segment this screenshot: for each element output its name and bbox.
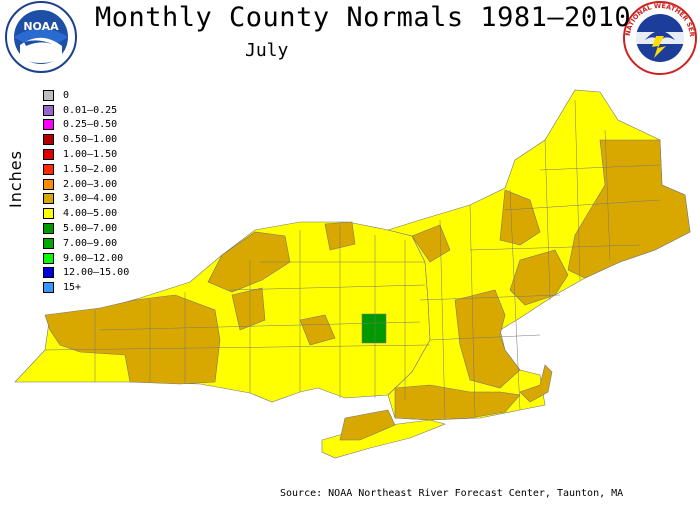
legend-item: 0.25–0.50 xyxy=(43,118,129,133)
legend-swatch xyxy=(43,104,54,116)
legend-item: 2.00–3.00 xyxy=(43,177,129,192)
legend-label: 9.00–12.00 xyxy=(63,252,124,264)
legend-swatch xyxy=(43,237,54,249)
legend-item: 9.00–12.00 xyxy=(43,251,129,266)
county-map xyxy=(14,89,691,459)
legend-swatch xyxy=(43,119,54,131)
noaa-logo-text: NOAA xyxy=(23,20,59,33)
legend-swatch xyxy=(43,178,54,190)
legend-label: 12.00–15.00 xyxy=(63,267,130,279)
legend-item: 12.00–15.00 xyxy=(43,266,129,281)
noaa-logo-mark: NOAA xyxy=(5,1,77,73)
legend-swatch xyxy=(43,89,54,101)
legend-item: 0.01–0.25 xyxy=(43,103,129,118)
legend-label: 1.50–2.00 xyxy=(63,163,118,175)
legend-label: 7.00–9.00 xyxy=(63,237,118,249)
legend-label: 3.00–4.00 xyxy=(63,193,118,205)
legend-label: 0 xyxy=(63,89,70,101)
legend-item: 4.00–5.00 xyxy=(43,206,129,221)
legend-label: 4.00–5.00 xyxy=(63,208,118,220)
legend-label: 0.01–0.25 xyxy=(63,104,118,116)
legend-swatch xyxy=(43,252,54,264)
legend-swatch xyxy=(43,149,54,161)
legend-item: 5.00–7.00 xyxy=(43,221,129,236)
legend-item: 0 xyxy=(43,88,129,103)
legend-swatch xyxy=(43,134,54,146)
legend-swatch xyxy=(43,193,54,205)
legend-axis-label: Inches xyxy=(6,150,25,208)
region-cape-cod xyxy=(519,364,553,403)
map-subtitle-month: July xyxy=(245,40,289,61)
legend-item: 1.00–1.50 xyxy=(43,147,129,162)
legend-swatch xyxy=(43,163,54,175)
legend-label: 1.00–1.50 xyxy=(63,149,118,161)
legend-item: 3.00–4.00 xyxy=(43,192,129,207)
legend-label: 0.25–0.50 xyxy=(63,119,118,131)
legend: 0 0.01–0.25 0.25–0.50 0.50–1.00 1.00–1.50 1.5… xyxy=(43,88,129,295)
legend-swatch xyxy=(43,267,54,279)
legend-item: 1.50–2.00 xyxy=(43,162,129,177)
legend-item: 7.00–9.00 xyxy=(43,236,129,251)
legend-label: 0.50–1.00 xyxy=(63,134,118,146)
source-credit: Source: NOAA Northeast River Forecast Ce… xyxy=(280,488,624,499)
legend-item: 0.50–1.00 xyxy=(43,132,129,147)
legend-label: 5.00–7.00 xyxy=(63,223,118,235)
legend-label: 15+ xyxy=(63,282,82,294)
legend-item: 15+ xyxy=(43,280,129,295)
region-green-county xyxy=(361,313,387,344)
legend-swatch xyxy=(43,223,54,235)
legend-swatch xyxy=(43,208,54,220)
map-title: Monthly County Normals 1981–2010 xyxy=(95,2,632,33)
legend-label: 2.00–3.00 xyxy=(63,178,118,190)
legend-swatch xyxy=(43,282,54,294)
